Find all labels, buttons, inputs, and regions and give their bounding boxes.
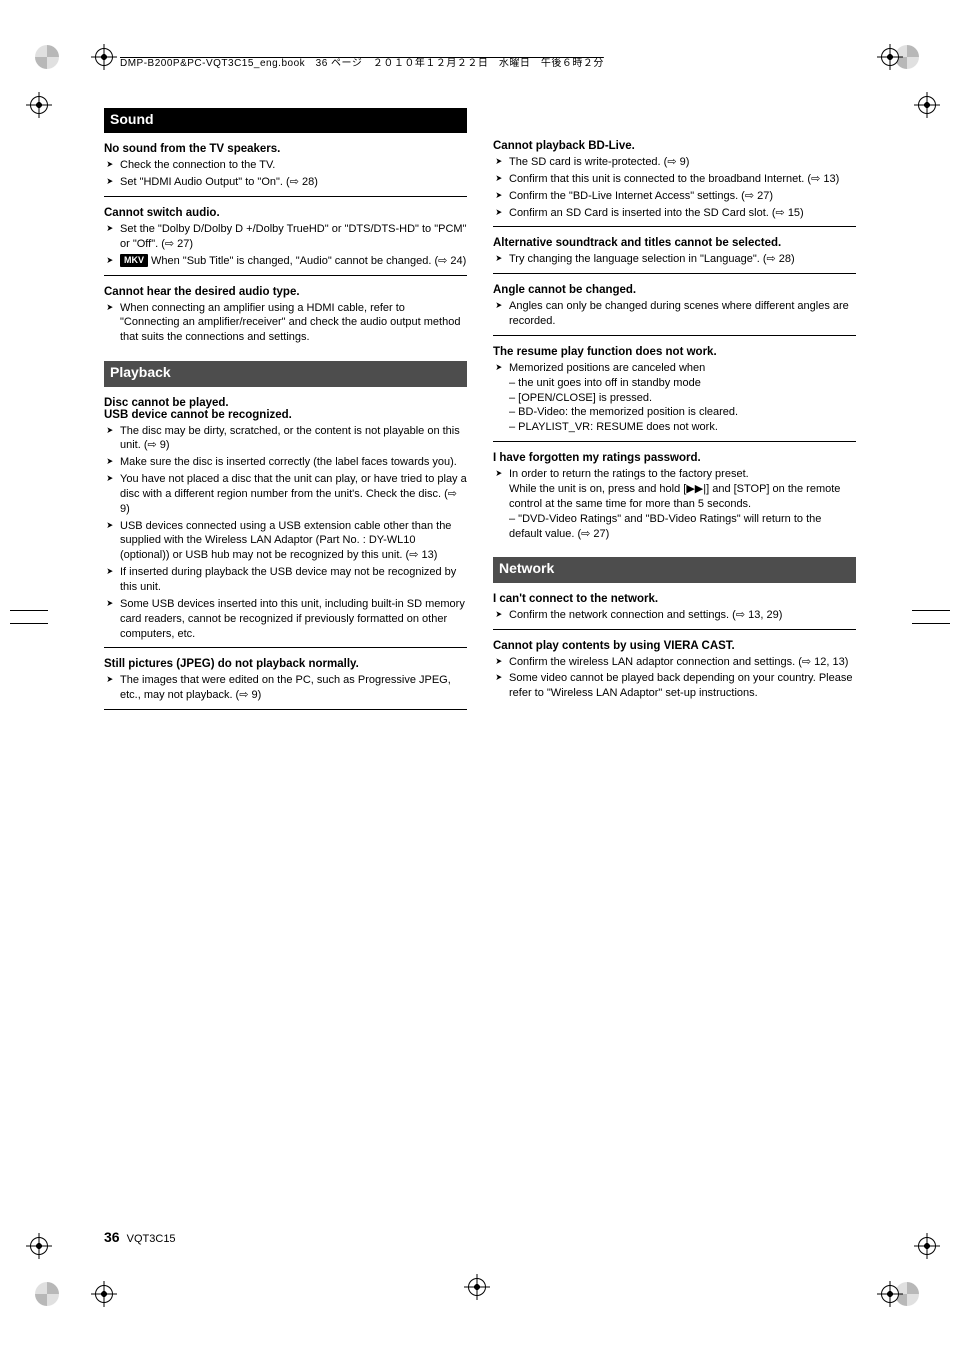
side-ticks-left (10, 610, 50, 636)
mkv-tag: MKV (120, 254, 148, 267)
list-item: Confirm an SD Card is inserted into the … (495, 206, 856, 221)
heading-sound: Sound (104, 108, 467, 133)
list-item: Some video cannot be played back dependi… (495, 671, 856, 701)
crosshair-bl (95, 1285, 113, 1303)
list-item: The images that were edited on the PC, s… (106, 673, 467, 703)
divider (104, 647, 467, 648)
list-item: If inserted during playback the USB devi… (106, 565, 467, 595)
reg-mark-bl (35, 1282, 59, 1306)
page-body: Sound No sound from the TV speakers. Che… (104, 108, 856, 1243)
title-disc: Disc cannot be played. (104, 397, 467, 409)
list-item: The disc may be dirty, scratched, or the… (106, 424, 467, 454)
list-net-connect: Confirm the network connection and setti… (493, 608, 856, 623)
divider (104, 709, 467, 710)
list-bdlive: The SD card is write-protected. (⇨ 9) Co… (493, 155, 856, 220)
list-item: Confirm that this unit is connected to t… (495, 172, 856, 187)
title-net-connect: I can't connect to the network. (493, 593, 856, 605)
heading-playback: Playback (104, 361, 467, 386)
title-audio-type: Cannot hear the desired audio type. (104, 286, 467, 298)
list-viera: Confirm the wireless LAN adaptor connect… (493, 655, 856, 702)
title-viera: Cannot play contents by using VIERA CAST… (493, 640, 856, 652)
list-item: Check the connection to the TV. (106, 158, 467, 173)
list-password: In order to return the ratings to the fa… (493, 467, 856, 541)
title-bdlive: Cannot playback BD-Live. (493, 140, 856, 152)
crosshair-tr (881, 48, 899, 66)
title-usb: USB device cannot be recognized. (104, 409, 467, 421)
print-header: DMP-B200P&PC-VQT3C15_eng.book 36 ページ ２０１… (120, 52, 834, 70)
list-item: Set the "Dolby D/Dolby D +/Dolby TrueHD"… (106, 222, 467, 252)
list-item: USB devices connected using a USB extens… (106, 519, 467, 564)
list-item: Confirm the wireless LAN adaptor connect… (495, 655, 856, 670)
title-jpeg: Still pictures (JPEG) do not playback no… (104, 658, 467, 670)
title-alt-sound: Alternative soundtrack and titles cannot… (493, 237, 856, 249)
page-number: 36 (104, 1229, 120, 1245)
list-item: Set "HDMI Audio Output" to "On". (⇨ 28) (106, 175, 467, 190)
title-angle: Angle cannot be changed. (493, 284, 856, 296)
left-column: Sound No sound from the TV speakers. Che… (104, 108, 467, 718)
list-switch-audio: Set the "Dolby D/Dolby D +/Dolby TrueHD"… (104, 222, 467, 269)
list-item: Confirm the network connection and setti… (495, 608, 856, 623)
divider (493, 335, 856, 336)
divider (493, 441, 856, 442)
page-code: VQT3C15 (127, 1233, 176, 1245)
list-item: Make sure the disc is inserted correctly… (106, 455, 467, 470)
right-column: Cannot playback BD-Live. The SD card is … (493, 108, 856, 718)
divider (493, 273, 856, 274)
list-jpeg: The images that were edited on the PC, s… (104, 673, 467, 703)
list-item: Try changing the language selection in "… (495, 252, 856, 267)
crosshair-bottom-center (468, 1278, 486, 1296)
crosshair-ml-top (30, 96, 48, 114)
page-footer: 36 VQT3C15 (104, 1229, 176, 1245)
crosshair-ml-bot (30, 1237, 48, 1255)
list-angle: Angles can only be changed during scenes… (493, 299, 856, 329)
crosshair-mr-bot (918, 1237, 936, 1255)
list-disc-usb: The disc may be dirty, scratched, or the… (104, 424, 467, 642)
list-item: Confirm the "BD-Live Internet Access" se… (495, 189, 856, 204)
title-password: I have forgotten my ratings password. (493, 452, 856, 464)
list-resume: Memorized positions are canceled when – … (493, 361, 856, 435)
crosshair-tl (95, 48, 113, 66)
list-item: MKVWhen "Sub Title" is changed, "Audio" … (106, 254, 467, 269)
list-item: When connecting an amplifier using a HDM… (106, 301, 467, 346)
crosshair-mr-top (918, 96, 936, 114)
side-ticks-right (912, 610, 952, 636)
print-header-text: DMP-B200P&PC-VQT3C15_eng.book 36 ページ ２０１… (120, 54, 604, 69)
list-item: Memorized positions are canceled when – … (495, 361, 856, 435)
heading-network: Network (493, 557, 856, 582)
divider (493, 226, 856, 227)
divider (104, 196, 467, 197)
list-alt-sound: Try changing the language selection in "… (493, 252, 856, 267)
list-audio-type: When connecting an amplifier using a HDM… (104, 301, 467, 346)
title-no-sound: No sound from the TV speakers. (104, 143, 467, 155)
list-item-text: When "Sub Title" is changed, "Audio" can… (151, 255, 466, 267)
list-no-sound: Check the connection to the TV. Set "HDM… (104, 158, 467, 190)
list-item: The SD card is write-protected. (⇨ 9) (495, 155, 856, 170)
crosshair-br (881, 1285, 899, 1303)
divider (104, 275, 467, 276)
title-switch-audio: Cannot switch audio. (104, 207, 467, 219)
list-item: Angles can only be changed during scenes… (495, 299, 856, 329)
list-item: In order to return the ratings to the fa… (495, 467, 856, 541)
list-item: Some USB devices inserted into this unit… (106, 597, 467, 642)
divider (493, 629, 856, 630)
list-item: You have not placed a disc that the unit… (106, 472, 467, 517)
title-resume: The resume play function does not work. (493, 346, 856, 358)
reg-mark-tl (35, 45, 59, 69)
